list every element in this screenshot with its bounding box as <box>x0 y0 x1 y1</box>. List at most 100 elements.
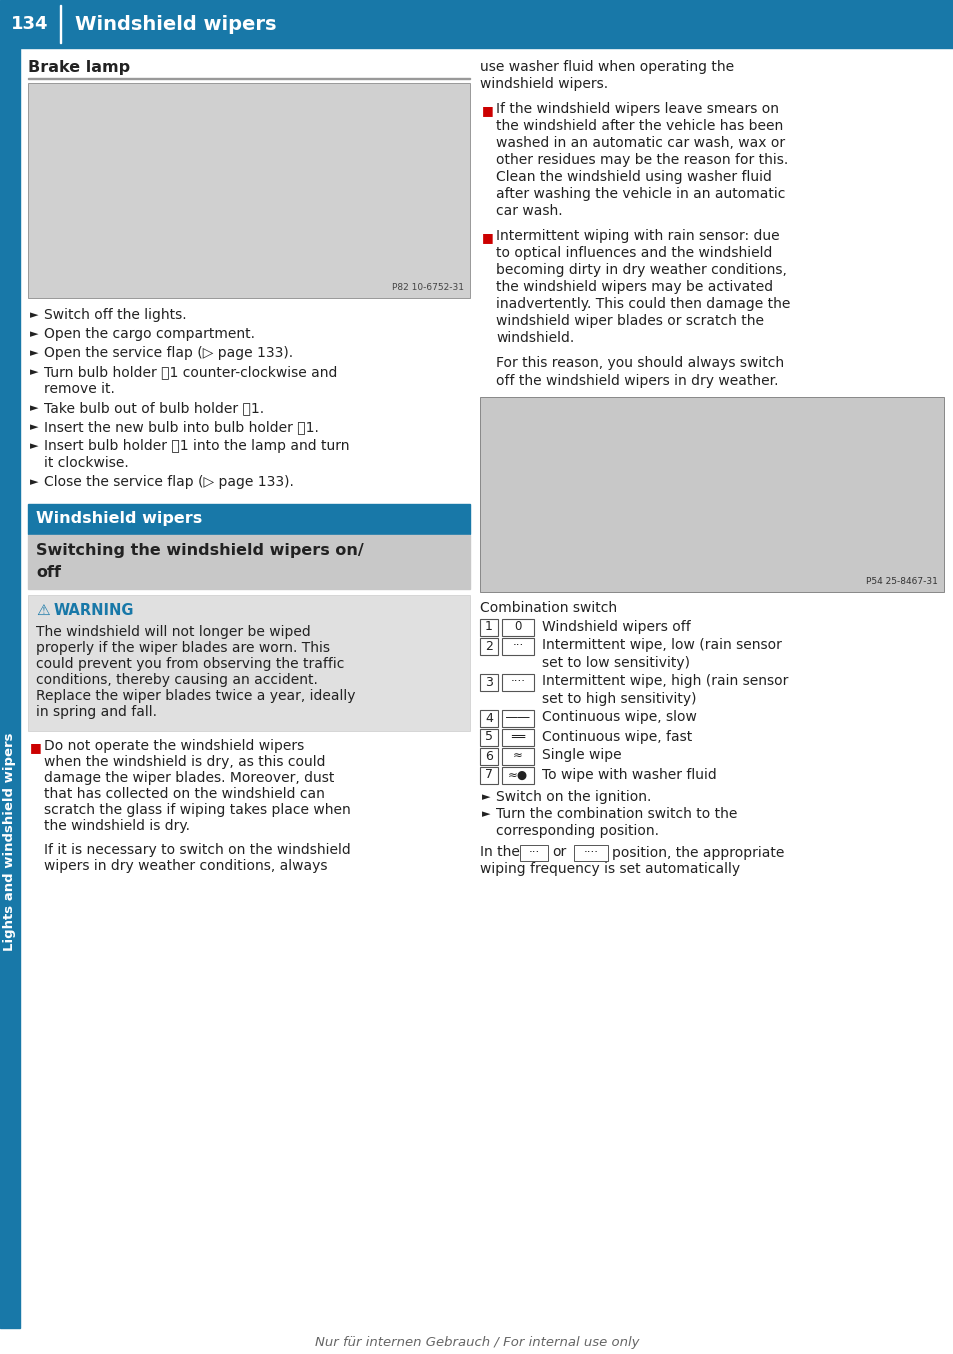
Text: ►: ► <box>30 403 38 413</box>
Text: conditions, thereby causing an accident.: conditions, thereby causing an accident. <box>36 673 317 686</box>
Text: corresponding position.: corresponding position. <box>496 825 659 838</box>
Text: ――: ―― <box>506 711 529 724</box>
Bar <box>519 845 547 861</box>
Text: inadvertently. This could then damage the: inadvertently. This could then damage th… <box>496 297 789 311</box>
Bar <box>479 619 497 635</box>
Text: If it is necessary to switch on the windshield: If it is necessary to switch on the wind… <box>44 844 351 857</box>
Bar <box>479 673 497 691</box>
Text: 3: 3 <box>484 676 493 688</box>
Text: ►: ► <box>481 810 490 819</box>
Text: ►: ► <box>30 348 38 357</box>
Text: Nur für internen Gebrauch / For internal use only: Nur für internen Gebrauch / For internal… <box>314 1336 639 1349</box>
Text: ►: ► <box>30 310 38 320</box>
Text: off: off <box>36 565 61 580</box>
Text: ►: ► <box>30 477 38 487</box>
Text: Switch on the ignition.: Switch on the ignition. <box>496 791 651 804</box>
Text: or: or <box>552 845 566 860</box>
Text: becoming dirty in dry weather conditions,: becoming dirty in dry weather conditions… <box>496 263 786 278</box>
Text: to optical influences and the windshield: to optical influences and the windshield <box>496 246 772 260</box>
Text: ══: ══ <box>511 731 524 743</box>
Bar <box>501 673 534 691</box>
Text: the windshield wipers may be activated: the windshield wipers may be activated <box>496 280 772 294</box>
Text: Brake lamp: Brake lamp <box>28 60 130 74</box>
Text: Switch off the lights.: Switch off the lights. <box>44 307 187 322</box>
Text: wipers in dry weather conditions, always: wipers in dry weather conditions, always <box>44 858 327 873</box>
Text: 6: 6 <box>484 750 493 762</box>
Text: Windshield wipers: Windshield wipers <box>75 15 276 34</box>
Text: ►: ► <box>481 792 490 803</box>
Text: 134: 134 <box>11 15 49 32</box>
Bar <box>0 47 20 1328</box>
Text: Close the service flap (▷ page 133).: Close the service flap (▷ page 133). <box>44 475 294 489</box>
Text: For this reason, you should always switch: For this reason, you should always switc… <box>496 356 783 371</box>
Bar <box>28 535 470 589</box>
Text: it clockwise.: it clockwise. <box>44 456 129 470</box>
Bar <box>501 709 534 727</box>
Text: Intermittent wipe, low (rain sensor: Intermittent wipe, low (rain sensor <box>541 639 781 653</box>
Text: Open the cargo compartment.: Open the cargo compartment. <box>44 328 254 341</box>
Bar <box>60 5 61 43</box>
Bar <box>479 728 497 746</box>
Text: ■: ■ <box>481 232 494 244</box>
Text: could prevent you from observing the traffic: could prevent you from observing the tra… <box>36 657 344 672</box>
Text: ■: ■ <box>481 104 494 116</box>
Text: use washer fluid when operating the: use washer fluid when operating the <box>479 60 734 74</box>
Text: ⚠: ⚠ <box>36 603 50 617</box>
Text: 1: 1 <box>484 620 493 634</box>
Text: Intermittent wiping with rain sensor: due: Intermittent wiping with rain sensor: du… <box>496 229 779 242</box>
Text: ►: ► <box>30 329 38 338</box>
Text: Windshield wipers off: Windshield wipers off <box>541 620 690 634</box>
Text: car wash.: car wash. <box>496 204 562 218</box>
Text: windshield wipers.: windshield wipers. <box>479 77 607 91</box>
Text: wiping frequency is set automatically: wiping frequency is set automatically <box>479 862 740 876</box>
Text: ····: ···· <box>583 846 598 858</box>
Text: in spring and fall.: in spring and fall. <box>36 705 157 719</box>
Text: Turn the combination switch to the: Turn the combination switch to the <box>496 807 737 822</box>
Bar <box>574 845 607 861</box>
Text: set to high sensitivity): set to high sensitivity) <box>541 692 696 705</box>
Bar <box>28 83 470 298</box>
Bar <box>28 504 470 533</box>
Text: Clean the windshield using washer fluid: Clean the windshield using washer fluid <box>496 171 771 184</box>
Text: Insert bulb holder ␱1 into the lamp and turn: Insert bulb holder ␱1 into the lamp and … <box>44 439 349 454</box>
Text: Open the service flap (▷ page 133).: Open the service flap (▷ page 133). <box>44 347 293 360</box>
Text: ····: ···· <box>510 676 525 688</box>
Text: ►: ► <box>30 422 38 432</box>
Bar <box>501 619 534 635</box>
Text: windshield wiper blades or scratch the: windshield wiper blades or scratch the <box>496 314 763 328</box>
Bar <box>479 766 497 784</box>
Text: set to low sensitivity): set to low sensitivity) <box>541 655 689 669</box>
Bar <box>479 638 497 654</box>
Text: after washing the vehicle in an automatic: after washing the vehicle in an automati… <box>496 187 784 200</box>
Text: If the windshield wipers leave smears on: If the windshield wipers leave smears on <box>496 102 779 116</box>
Text: the windshield is dry.: the windshield is dry. <box>44 819 190 833</box>
Text: Switching the windshield wipers on/: Switching the windshield wipers on/ <box>36 543 363 558</box>
Text: The windshield will not longer be wiped: The windshield will not longer be wiped <box>36 626 311 639</box>
Text: the windshield after the vehicle has been: the windshield after the vehicle has bee… <box>496 119 782 133</box>
Text: Replace the wiper blades twice a year, ideally: Replace the wiper blades twice a year, i… <box>36 689 355 703</box>
Text: Lights and windshield wipers: Lights and windshield wipers <box>4 733 16 951</box>
Text: other residues may be the reason for this.: other residues may be the reason for thi… <box>496 153 787 167</box>
Text: Continuous wipe, slow: Continuous wipe, slow <box>541 711 696 724</box>
Bar <box>501 747 534 765</box>
Text: Continuous wipe, fast: Continuous wipe, fast <box>541 730 692 743</box>
Text: Insert the new bulb into bulb holder ␱1.: Insert the new bulb into bulb holder ␱1. <box>44 420 318 435</box>
Text: P82 10-6752-31: P82 10-6752-31 <box>392 283 463 292</box>
Text: properly if the wiper blades are worn. This: properly if the wiper blades are worn. T… <box>36 640 330 655</box>
Text: WARNING: WARNING <box>54 603 134 617</box>
Text: washed in an automatic car wash, wax or: washed in an automatic car wash, wax or <box>496 135 784 150</box>
Bar <box>28 594 470 731</box>
Text: scratch the glass if wiping takes place when: scratch the glass if wiping takes place … <box>44 803 351 816</box>
Text: Take bulb out of bulb holder ␱1.: Take bulb out of bulb holder ␱1. <box>44 401 264 414</box>
Text: 7: 7 <box>484 769 493 781</box>
Bar <box>0 0 953 47</box>
Text: Single wipe: Single wipe <box>541 749 621 762</box>
Text: To wipe with washer fluid: To wipe with washer fluid <box>541 768 716 781</box>
Text: ···: ··· <box>512 639 523 653</box>
Text: ≈●: ≈● <box>507 769 528 781</box>
Text: In the: In the <box>479 845 519 860</box>
Text: ≈: ≈ <box>513 750 522 762</box>
Text: position, the appropriate: position, the appropriate <box>612 845 783 860</box>
Text: ►: ► <box>30 367 38 376</box>
Bar <box>501 638 534 654</box>
